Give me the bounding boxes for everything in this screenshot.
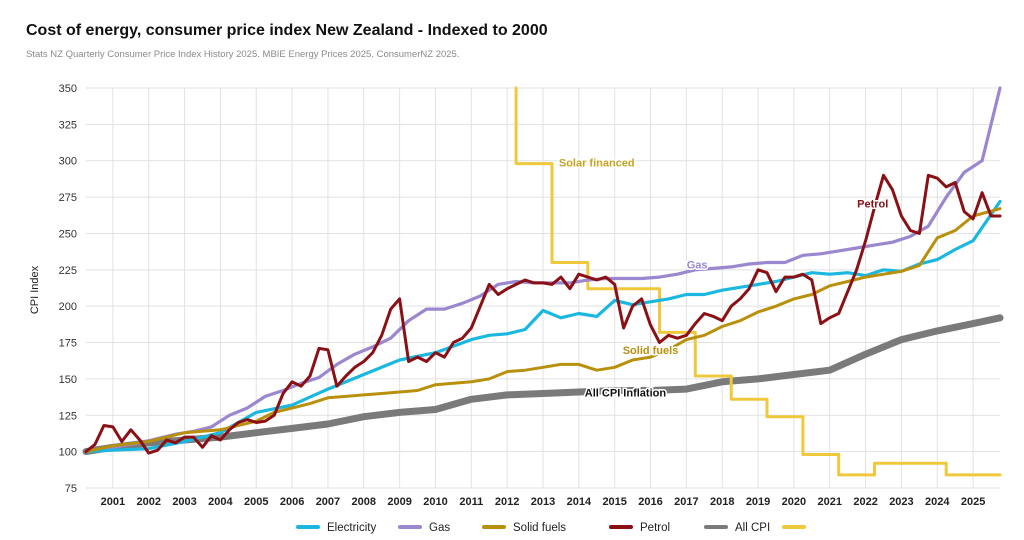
- x-tick-label: 2009: [387, 496, 411, 508]
- x-tick-label: 2021: [818, 496, 842, 508]
- x-tick-label: 2019: [746, 496, 770, 508]
- y-tick-label: 300: [59, 156, 77, 168]
- series-label-all-cpi: All CPI Inflation: [585, 387, 667, 399]
- y-tick-label: 225: [59, 265, 77, 277]
- legend-item[interactable]: Petrol: [609, 522, 670, 534]
- legend-label: Solid fuels: [513, 522, 566, 534]
- x-tick-label: 2013: [531, 496, 555, 508]
- series-all-cpi-line: [82, 314, 1004, 456]
- x-tick-label: 2022: [853, 496, 877, 508]
- y-axis-label: CPI Index: [29, 265, 41, 314]
- x-tick-label: 2020: [782, 496, 806, 508]
- x-tick-label: 2024: [925, 496, 950, 508]
- y-tick-label: 350: [59, 83, 77, 95]
- series-label-solid-fuels: Solid fuels: [623, 345, 679, 357]
- legend-label: Petrol: [640, 522, 670, 534]
- y-tick-label: 250: [59, 228, 77, 240]
- x-tick-label: 2004: [208, 496, 233, 508]
- y-tick-label: 275: [59, 192, 77, 204]
- x-tick-label: 2007: [316, 496, 340, 508]
- x-tick-label: 2001: [101, 496, 125, 508]
- series-layer: [82, 86, 1004, 477]
- x-tick-label: 2010: [423, 496, 447, 508]
- x-tick-label: 2006: [280, 496, 304, 508]
- legend-label: Gas: [429, 522, 450, 534]
- x-tick-label: 2005: [244, 496, 268, 508]
- y-tick-label: 150: [59, 374, 77, 386]
- legend-item[interactable]: Electricity: [296, 522, 376, 534]
- x-tick-label: 2015: [602, 496, 626, 508]
- series-label-petrol: Petrol: [857, 198, 888, 210]
- legend-item[interactable]: All CPI: [704, 522, 770, 534]
- x-tick-label: 2008: [352, 496, 376, 508]
- chart-title: Cost of energy, consumer price index New…: [26, 22, 548, 39]
- x-tick-label: 2016: [638, 496, 662, 508]
- y-axis-ticks: 350 325 300 275 250 225 200 175 150 125 100 75: [59, 83, 77, 495]
- x-tick-label: 2025: [961, 496, 985, 508]
- x-axis-ticks: 2001 2002 2003 2004 2005 2006 2007 2008 2009 2010…: [101, 496, 986, 508]
- y-tick-label: 325: [59, 119, 77, 131]
- x-tick-label: 2011: [459, 496, 483, 508]
- chart-subtitle: Stats NZ Quarterly Consumer Price Index …: [26, 49, 460, 60]
- legend[interactable]: Electricity Gas Solid fuels Petrol All CPI: [296, 522, 806, 534]
- series-labels: Gas Solid fuels Petrol All CPI Inflation Sol…: [557, 156, 889, 401]
- legend-item[interactable]: Solid fuels: [482, 522, 566, 534]
- series-label-gas: Gas: [687, 259, 708, 271]
- x-tick-label: 2023: [889, 496, 913, 508]
- legend-item[interactable]: Gas: [398, 522, 450, 534]
- x-tick-label: 2012: [495, 496, 519, 508]
- series-solar-financed-line: [514, 86, 1002, 477]
- x-tick-label: 2018: [710, 496, 734, 508]
- legend-label: All CPI: [735, 522, 770, 534]
- series-label-solar-financed: Solar financed: [559, 158, 635, 170]
- y-tick-label: 75: [65, 483, 77, 495]
- y-tick-label: 125: [59, 410, 77, 422]
- grid-lines: [86, 87, 1000, 489]
- y-tick-label: 175: [59, 338, 77, 350]
- legend-label: Electricity: [327, 522, 376, 534]
- x-tick-label: 2002: [136, 496, 160, 508]
- x-tick-label: 2003: [172, 496, 196, 508]
- y-tick-label: 100: [59, 447, 77, 459]
- x-tick-label: 2017: [674, 496, 698, 508]
- x-tick-label: 2014: [567, 496, 592, 508]
- y-tick-label: 200: [59, 301, 77, 313]
- series-petrol-line: [84, 173, 1002, 455]
